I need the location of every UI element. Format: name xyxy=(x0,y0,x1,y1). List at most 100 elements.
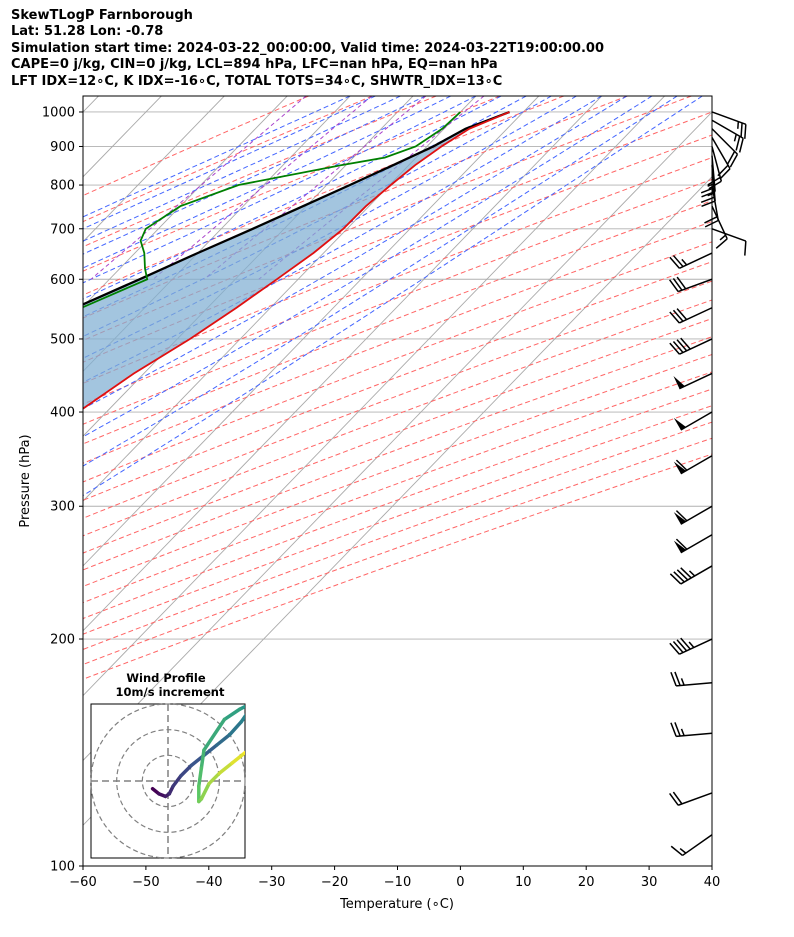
moist-adiabat xyxy=(83,96,678,467)
wind-barb xyxy=(673,505,713,525)
dry-adiabat xyxy=(83,96,501,272)
y-tick-label: 700 xyxy=(50,222,75,237)
wind-barb xyxy=(669,637,713,655)
mixing-ratio-line xyxy=(152,96,373,280)
moist-adiabat xyxy=(83,96,527,318)
dry-adiabat xyxy=(83,96,628,319)
wind-barb xyxy=(711,128,739,168)
moist-adiabat xyxy=(83,96,351,218)
y-tick-label: 800 xyxy=(50,179,75,194)
isotherm xyxy=(83,96,665,697)
isotherm xyxy=(83,96,288,308)
isotherm xyxy=(83,176,712,826)
dry-adiabat xyxy=(83,299,712,537)
temperature-line xyxy=(83,111,510,410)
y-tick-label: 600 xyxy=(50,273,75,288)
dry-adiabat xyxy=(83,134,712,384)
dry-adiabat xyxy=(83,371,712,604)
x-tick-label: 40 xyxy=(704,875,721,890)
moist-adiabat xyxy=(83,96,628,410)
wind-barb xyxy=(711,111,747,139)
y-axis-label: Pressure (hPa) xyxy=(18,434,33,527)
parcel-profile-line xyxy=(83,110,510,306)
wind-barb xyxy=(670,722,713,738)
x-tick-label: 30 xyxy=(641,875,658,890)
wind-barb xyxy=(669,337,713,355)
x-tick-label: −40 xyxy=(195,875,222,890)
cape-cin-indices: CAPE=0 j/kg, CIN=0 j/kg, LCL=894 hPa, LF… xyxy=(11,57,498,73)
x-tick-label: −20 xyxy=(321,875,348,890)
wind-barb xyxy=(669,565,713,585)
y-tick-label: 400 xyxy=(50,406,75,421)
dry-adiabat xyxy=(83,388,712,620)
x-tick-label: 0 xyxy=(456,875,464,890)
chart-title-block: SkewTLogP Farnborough Lat: 51.28 Lon: -0… xyxy=(11,8,604,90)
dry-adiabat xyxy=(83,437,712,666)
dry-adiabat xyxy=(83,200,712,445)
x-axis: −60 −50 −40 −30 −20 −10 0 10 20 30 40 xyxy=(69,866,720,890)
dry-adiabat xyxy=(83,318,712,554)
wind-barb xyxy=(673,411,713,431)
y-tick-label: 1000 xyxy=(42,105,75,120)
wind-barb xyxy=(673,372,713,390)
sounding-profiles xyxy=(83,110,510,410)
x-tick-label: 10 xyxy=(515,875,532,890)
background-lines xyxy=(83,96,712,866)
isotherm xyxy=(83,96,603,632)
x-tick-label: −60 xyxy=(69,875,96,890)
moist-adiabat xyxy=(83,96,477,284)
y-tick-label: 500 xyxy=(50,332,75,347)
wind-barb xyxy=(673,534,713,554)
isotherm xyxy=(83,96,225,243)
x-tick-label: −30 xyxy=(258,875,285,890)
cin-shading xyxy=(83,112,510,409)
x-axis-label: Temperature (∘C) xyxy=(339,897,454,912)
y-axis: 1000 900 800 700 600 500 400 300 200 100 xyxy=(42,105,83,875)
moist-adiabat xyxy=(83,96,703,497)
dry-adiabat xyxy=(83,453,712,680)
wind-barb xyxy=(669,252,713,269)
wind-barb xyxy=(711,228,747,256)
dry-adiabat xyxy=(83,405,712,635)
moist-adiabat xyxy=(83,96,602,383)
wind-barbs xyxy=(669,111,747,857)
dry-adiabat xyxy=(83,156,712,405)
dry-adiabat xyxy=(83,96,437,248)
y-tick-label: 900 xyxy=(50,140,75,155)
dry-adiabat xyxy=(83,353,712,587)
dry-adiabat xyxy=(83,221,712,464)
dry-adiabat xyxy=(83,96,309,197)
dry-adiabat xyxy=(83,261,712,501)
y-tick-label: 100 xyxy=(50,860,75,875)
wind-barb xyxy=(711,205,728,249)
moist-adiabat xyxy=(83,96,451,269)
station-title: SkewTLogP Farnborough xyxy=(11,8,193,23)
wind-barb xyxy=(711,119,744,153)
dry-adiabat xyxy=(83,336,712,571)
dry-adiabat xyxy=(83,280,712,519)
moist-adiabat xyxy=(83,96,376,230)
wind-barb xyxy=(669,276,713,293)
wind-barb xyxy=(669,307,713,324)
wind-barb xyxy=(673,455,713,475)
isotherm xyxy=(83,96,477,502)
moist-adiabat xyxy=(83,96,502,300)
dry-adiabat xyxy=(83,178,712,425)
x-tick-label: −50 xyxy=(132,875,159,890)
y-tick-label: 300 xyxy=(50,500,75,515)
moist-adiabat xyxy=(83,96,653,438)
mixing-ratio-line xyxy=(258,96,485,280)
dewpoint-line xyxy=(83,111,462,309)
location-coordinates: Lat: 51.28 Lon: -0.78 xyxy=(11,24,164,40)
wind-barb xyxy=(669,791,713,806)
wind-barb xyxy=(670,834,713,857)
wind-barb xyxy=(670,671,713,687)
x-tick-label: −10 xyxy=(384,875,411,890)
dry-adiabat xyxy=(83,421,712,650)
x-tick-label: 20 xyxy=(578,875,595,890)
isotherm xyxy=(83,96,99,113)
dry-adiabat xyxy=(83,241,712,483)
dry-adiabat xyxy=(83,96,373,223)
stability-indices: LFT IDX=12∘C, K IDX=-16∘C, TOTAL TOTS=34… xyxy=(11,73,503,89)
